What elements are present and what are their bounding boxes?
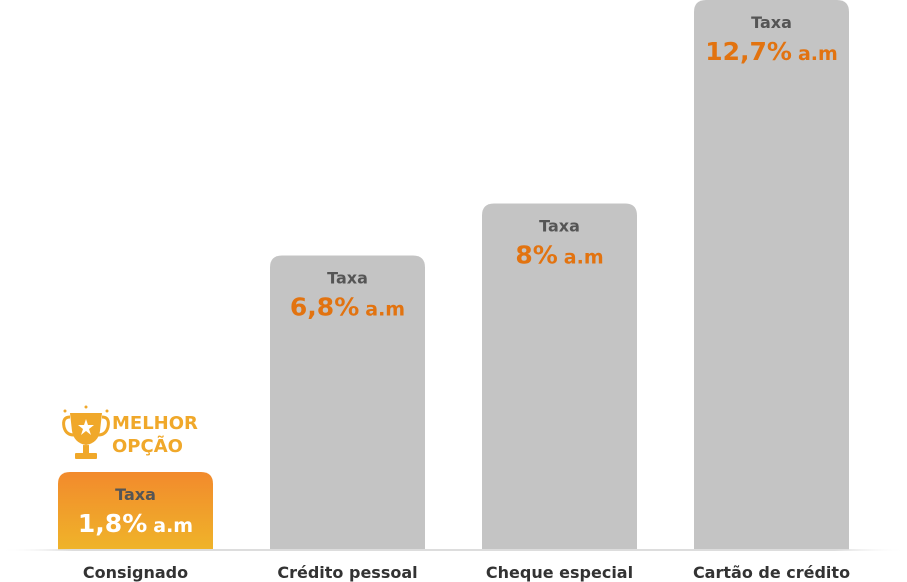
badge-line-2: OPÇÃO <box>112 434 183 457</box>
bar-cheque-especial <box>482 203 637 550</box>
bar-cr-dito-pessoal <box>270 255 425 550</box>
category-label: Crédito pessoal <box>277 563 417 582</box>
labels-layer: Taxa 1,8% a.m Consignado Taxa 6,8% a.m Crédito … <box>78 13 850 582</box>
x-axis-line <box>0 549 907 551</box>
bar-value-label: 1,8% a.m <box>78 509 193 538</box>
category-label: Cartão de crédito <box>693 563 850 582</box>
bar-value-label: 8% a.m <box>515 241 603 270</box>
bar-caption: Taxa <box>115 485 156 504</box>
bar-value-label: 12,7% a.m <box>705 37 838 66</box>
bar-caption: Taxa <box>539 217 580 236</box>
bar-caption: Taxa <box>327 269 368 288</box>
trophy-icon <box>62 405 110 460</box>
bar-cart-o-de-cr-dito <box>694 0 849 550</box>
bars-layer <box>58 0 849 550</box>
badge-line-1: MELHOR <box>112 413 198 434</box>
category-label: Consignado <box>83 563 188 582</box>
bar-caption: Taxa <box>751 13 792 32</box>
category-label: Cheque especial <box>486 563 633 582</box>
bar-consignado <box>58 472 213 550</box>
bar-value-label: 6,8% a.m <box>290 293 405 322</box>
